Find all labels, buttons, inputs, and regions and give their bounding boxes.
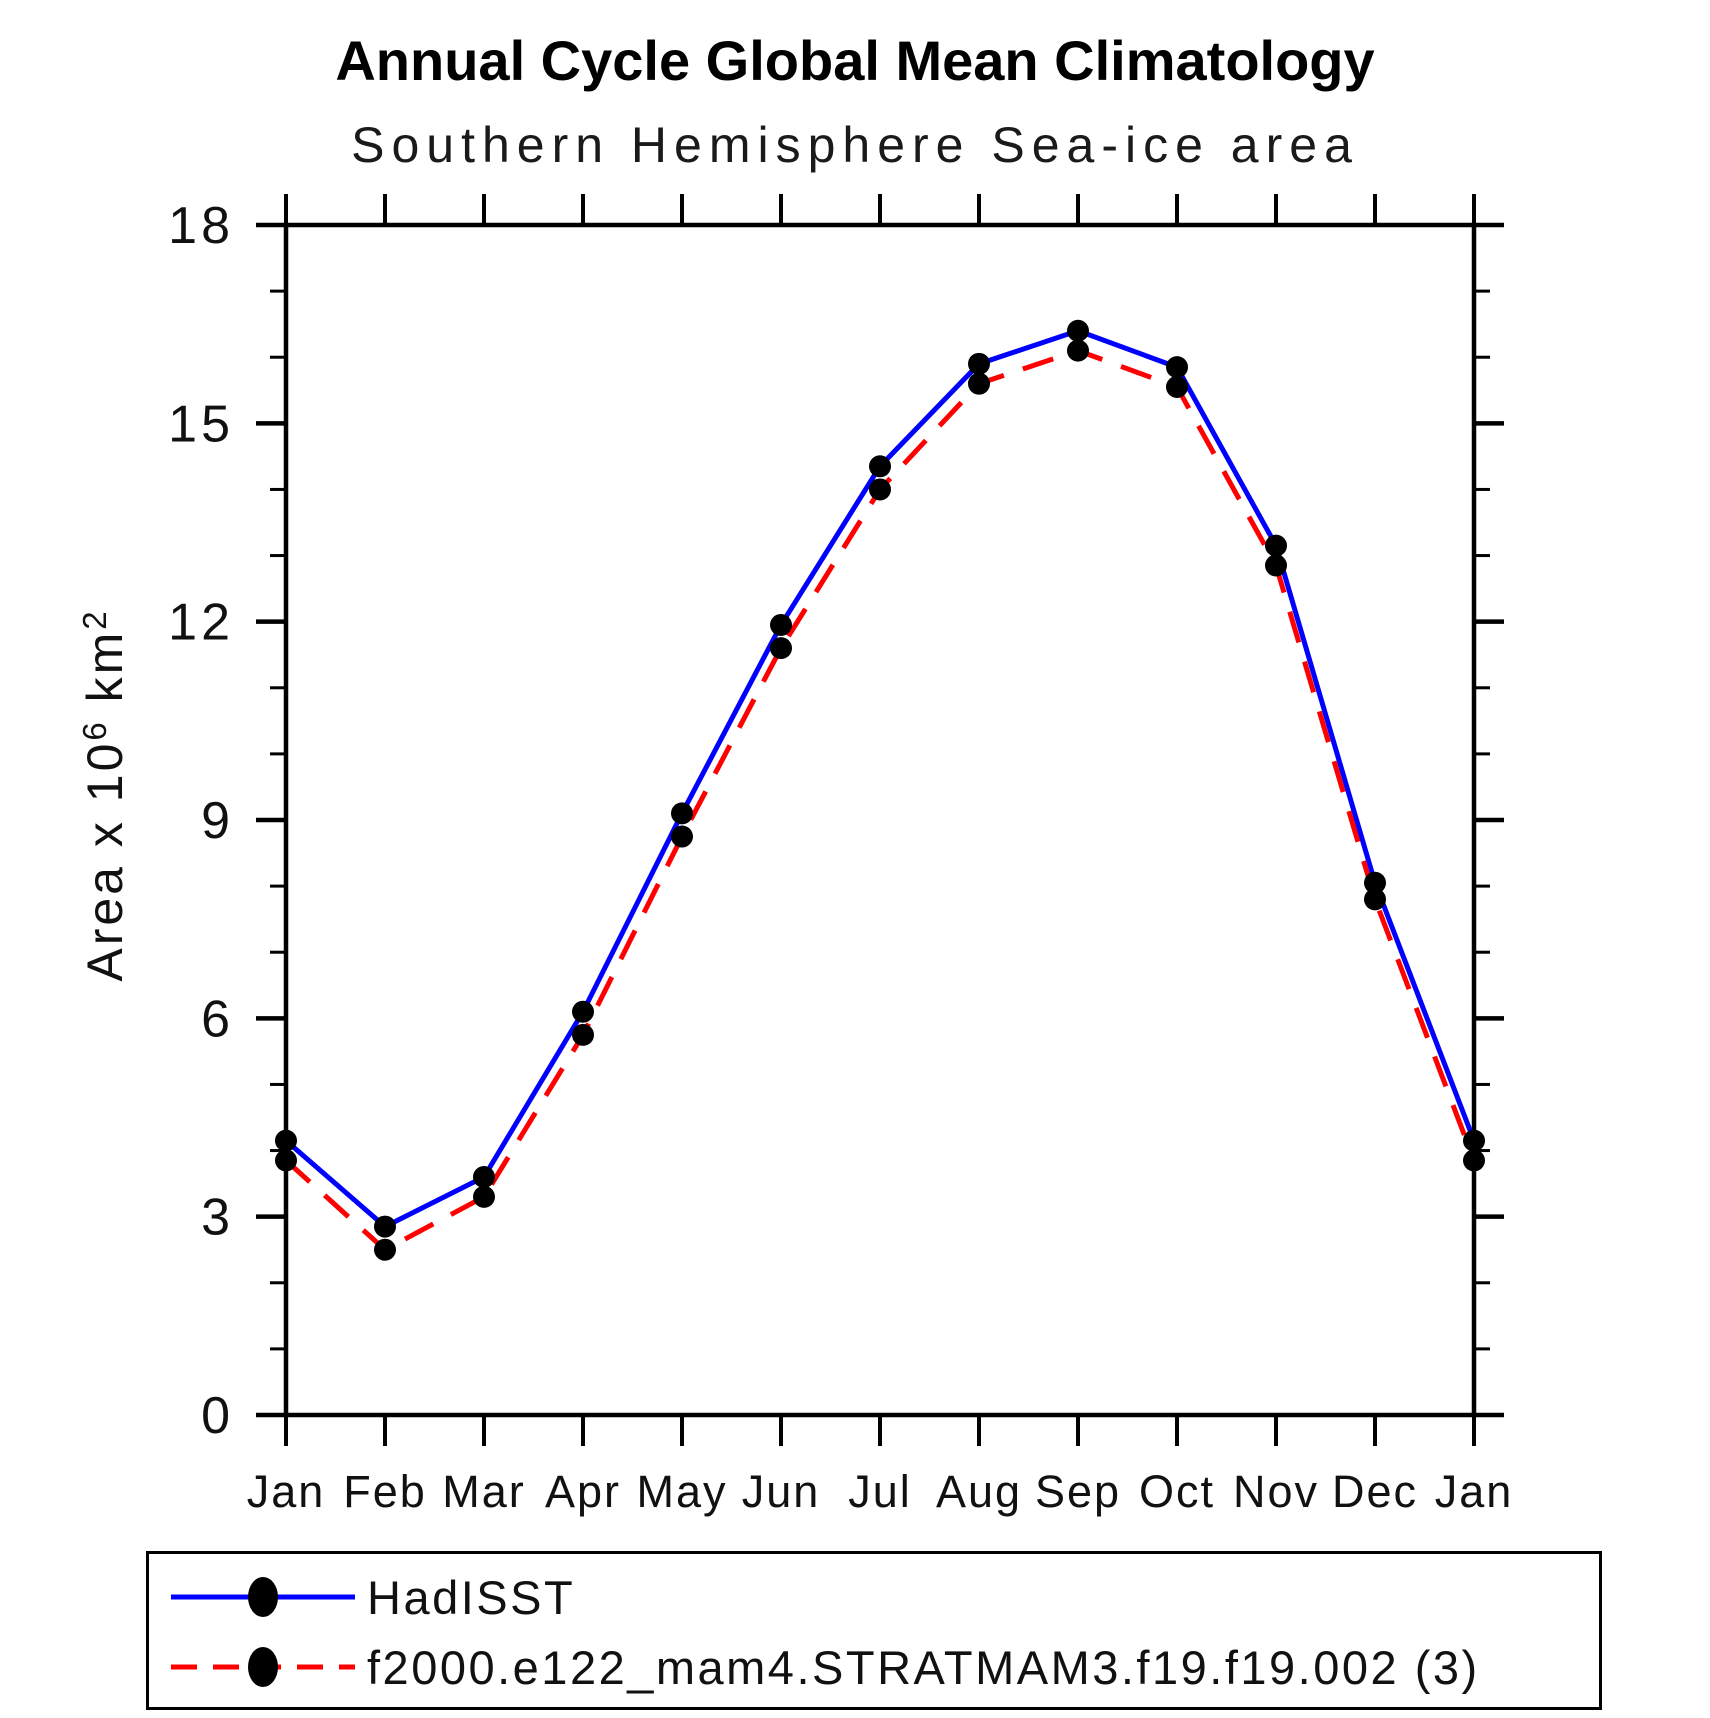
legend-sample-hadisst (171, 1577, 355, 1617)
legend-label-model: f2000.e122_mam4.STRATMAM3.f19.f19.002 (3… (367, 1640, 1480, 1694)
data-point-0 (671, 802, 693, 825)
x-tick-label: Aug (936, 1466, 1022, 1517)
plot-area: 0 3 6 9 12 15 18 Jan Feb Mar Apr May Jun Jul Aug Sep Oct… (76, 194, 1514, 1517)
data-point-0 (275, 1129, 297, 1152)
data-point-0 (770, 613, 792, 636)
y-tick-label: 18 (168, 197, 234, 255)
data-point-1 (473, 1185, 495, 1208)
x-tick-label: Sep (1035, 1466, 1121, 1517)
data-point-1 (1166, 375, 1188, 398)
data-point-1 (572, 1023, 594, 1046)
chart-title: Annual Cycle Global Mean Climatology (335, 29, 1375, 92)
data-point-0 (1166, 356, 1188, 379)
data-point-1 (1265, 554, 1287, 577)
x-tick-label: Dec (1332, 1466, 1418, 1517)
data-point-0 (1265, 534, 1287, 557)
plot-frame (283, 222, 1477, 1418)
data-point-1 (671, 825, 693, 848)
legend-row-model: f2000.e122_mam4.STRATMAM3.f19.f19.002 (3… (149, 1632, 1599, 1702)
legend-sample-model (171, 1647, 355, 1687)
x-tick-label: Jun (742, 1466, 821, 1517)
y-tick-label: 3 (201, 1189, 234, 1247)
x-tick-label: Jan (247, 1466, 326, 1517)
x-tick-label: Oct (1139, 1466, 1215, 1517)
data-point-1 (1364, 888, 1386, 911)
data-point-1 (1067, 339, 1089, 362)
legend-marker-sample (248, 1577, 278, 1617)
legend-row-hadisst: HadISST (149, 1562, 1599, 1632)
data-point-1 (374, 1238, 396, 1261)
data-point-0 (869, 455, 891, 478)
data-point-1 (869, 478, 891, 501)
y-tick-label: 0 (201, 1387, 234, 1445)
chart-subtitle: Southern Hemisphere Sea-ice area (351, 117, 1359, 173)
y-tick-label: 9 (201, 792, 234, 850)
data-point-0 (374, 1215, 396, 1238)
x-tick-label: Jan (1435, 1466, 1514, 1517)
data-point-0 (1364, 871, 1386, 894)
legend-marker-sample (248, 1647, 278, 1687)
x-tick-label: Mar (442, 1466, 526, 1517)
data-point-0 (473, 1166, 495, 1188)
data-point-1 (968, 372, 990, 395)
data-point-0 (1067, 319, 1089, 342)
x-tick-label: Nov (1233, 1466, 1319, 1517)
x-tick-label: May (636, 1466, 727, 1517)
data-point-0 (968, 352, 990, 375)
legend-label-hadisst: HadISST (367, 1570, 576, 1624)
legend: HadISST f2000.e122_mam4.STRATMAM3.f19.f1… (146, 1551, 1602, 1710)
data-point-0 (572, 1000, 594, 1023)
x-tick-label: Jul (848, 1466, 912, 1517)
data-point-1 (1463, 1149, 1485, 1172)
y-tick-label: 15 (168, 395, 234, 453)
y-axis-label: Area x 106 km2 (76, 608, 133, 981)
data-point-1 (770, 637, 792, 660)
x-tick-label: Feb (343, 1466, 427, 1517)
y-tick-label: 12 (168, 594, 234, 652)
data-point-1 (275, 1149, 297, 1172)
y-tick-label: 6 (201, 990, 234, 1048)
data-point-0 (1463, 1129, 1485, 1152)
x-tick-label: Apr (545, 1466, 621, 1517)
